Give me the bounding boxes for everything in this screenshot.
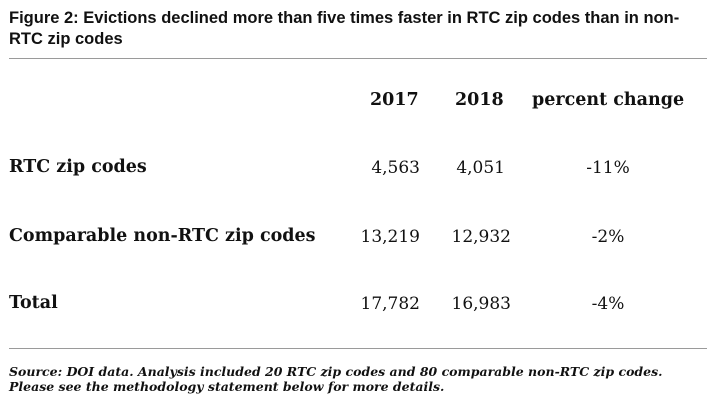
cell-rtc-percent-change: -11%: [586, 158, 630, 178]
row-label-total: Total: [9, 293, 58, 313]
row-label-non-rtc: Comparable non-RTC zip codes: [9, 226, 316, 246]
cell-non-rtc-percent-change: -2%: [591, 227, 625, 247]
top-divider: [9, 58, 707, 59]
source-note: Source: DOI data. Analysis included 20 R…: [9, 364, 663, 394]
cell-rtc-2017: 4,563: [371, 158, 420, 178]
figure-title: Figure 2: Evictions declined more than f…: [9, 9, 680, 48]
cell-rtc-2018: 4,051: [456, 158, 505, 178]
row-label-rtc: RTC zip codes: [9, 157, 147, 177]
cell-total-percent-change: -4%: [591, 294, 625, 314]
cell-total-2017: 17,782: [360, 294, 420, 314]
cell-total-2018: 16,983: [451, 294, 511, 314]
cell-non-rtc-2017: 13,219: [360, 227, 420, 247]
bottom-divider: [9, 348, 707, 349]
column-header-2018: 2018: [455, 90, 504, 110]
column-header-2017: 2017: [370, 90, 419, 110]
cell-non-rtc-2018: 12,932: [451, 227, 511, 247]
column-header-percent-change: percent change: [532, 90, 685, 110]
